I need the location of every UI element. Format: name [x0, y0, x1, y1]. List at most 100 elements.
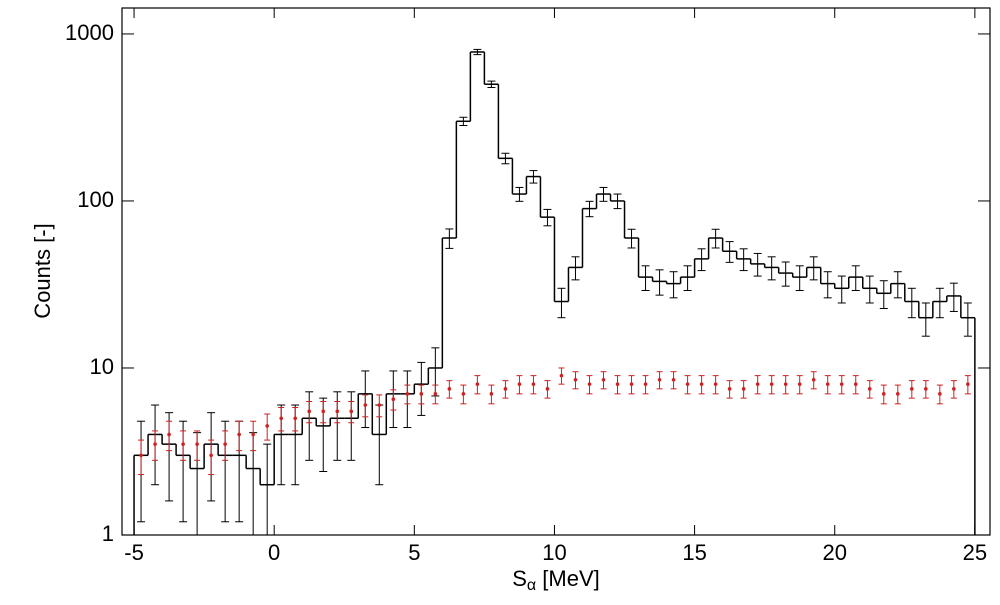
data-point	[405, 392, 410, 396]
data-point	[671, 377, 676, 382]
data-point	[587, 382, 592, 386]
error-bar	[837, 275, 846, 304]
error-bar	[767, 256, 776, 281]
error-bar	[459, 116, 468, 127]
x-tick-label: 5	[408, 540, 420, 565]
data-point	[811, 377, 816, 382]
error-bar	[795, 265, 804, 292]
error-bar	[613, 193, 622, 210]
error-bar	[627, 228, 636, 249]
data-point	[573, 377, 578, 382]
data-point	[139, 453, 143, 458]
error-bar	[473, 48, 482, 56]
data-point	[209, 453, 213, 458]
data-point	[699, 382, 704, 386]
y-tick-label: 10	[90, 354, 114, 379]
y-tick-label: 1000	[65, 20, 114, 45]
error-bar	[445, 228, 454, 249]
error-bar	[949, 282, 958, 312]
data-point	[755, 382, 760, 386]
error-bar	[781, 261, 790, 287]
data-point	[741, 387, 746, 391]
error-bar	[823, 271, 832, 299]
x-tick-label: -5	[124, 540, 144, 565]
data-point	[321, 409, 326, 414]
x-axis-label: Sα [MeV]	[512, 566, 600, 594]
data-point	[461, 392, 466, 396]
plot-frame	[121, 7, 991, 536]
error-bar	[935, 287, 944, 319]
error-bar	[585, 200, 594, 218]
error-bar	[963, 302, 972, 337]
data-point	[783, 382, 788, 386]
data-point	[924, 387, 928, 391]
x-tick-label: 15	[682, 540, 706, 565]
data-point	[433, 392, 438, 396]
error-bar	[921, 302, 930, 337]
data-point	[489, 392, 494, 396]
error-bar	[739, 248, 748, 272]
data-point	[447, 387, 452, 391]
data-point	[895, 392, 900, 396]
error-bar	[138, 439, 145, 476]
error-bar	[683, 265, 692, 292]
data-point	[545, 387, 550, 391]
data-point	[839, 382, 844, 386]
data-point	[797, 382, 802, 386]
error-bar	[599, 186, 608, 202]
data-point	[223, 442, 227, 446]
data-point	[910, 387, 914, 391]
data-point	[349, 409, 354, 414]
error-bar	[711, 228, 720, 249]
data-point	[966, 382, 970, 386]
error-bar	[753, 252, 762, 277]
error-bar	[501, 152, 510, 165]
x-tick-label: 10	[542, 540, 566, 565]
data-point	[685, 382, 690, 386]
error-bar	[641, 265, 650, 292]
data-point	[279, 416, 283, 421]
data-point	[825, 382, 830, 386]
data-point	[335, 409, 340, 414]
x-label-subscript: α	[527, 577, 536, 594]
error-bar	[725, 241, 734, 263]
data-point	[503, 387, 508, 391]
data-point	[265, 424, 269, 428]
y-tick-label: 100	[77, 187, 114, 212]
x-label-unit: [MeV]	[542, 566, 599, 591]
data-point	[615, 382, 620, 386]
error-bar	[208, 439, 215, 476]
data-point	[293, 416, 298, 421]
data-point	[307, 409, 312, 414]
data-point	[938, 392, 942, 396]
error-bar	[669, 271, 678, 299]
error-bar	[907, 287, 916, 319]
x-tick-label: 25	[963, 540, 987, 565]
data-point	[181, 442, 185, 446]
error-bar	[543, 208, 552, 227]
data-point	[167, 432, 171, 437]
data-point	[475, 382, 480, 386]
error-bar	[697, 248, 706, 272]
error-bar	[557, 287, 566, 319]
data-point	[153, 442, 157, 446]
data-point	[195, 442, 199, 446]
x-tick-label: 20	[822, 540, 846, 565]
y-axis-label: Counts [-]	[30, 223, 55, 318]
data-point	[727, 387, 732, 391]
error-bar	[865, 275, 874, 304]
data-point	[559, 373, 564, 378]
error-bar	[263, 443, 272, 535]
data-point	[713, 382, 718, 386]
data-point	[769, 382, 774, 386]
error-bar	[487, 80, 496, 88]
data-point	[531, 382, 536, 386]
data-point	[629, 382, 634, 386]
error-bar	[655, 269, 664, 296]
data-point	[391, 397, 396, 402]
x-tick-label: 0	[268, 540, 280, 565]
error-bar	[879, 280, 888, 310]
data-point	[657, 377, 662, 382]
data-point	[867, 387, 872, 391]
